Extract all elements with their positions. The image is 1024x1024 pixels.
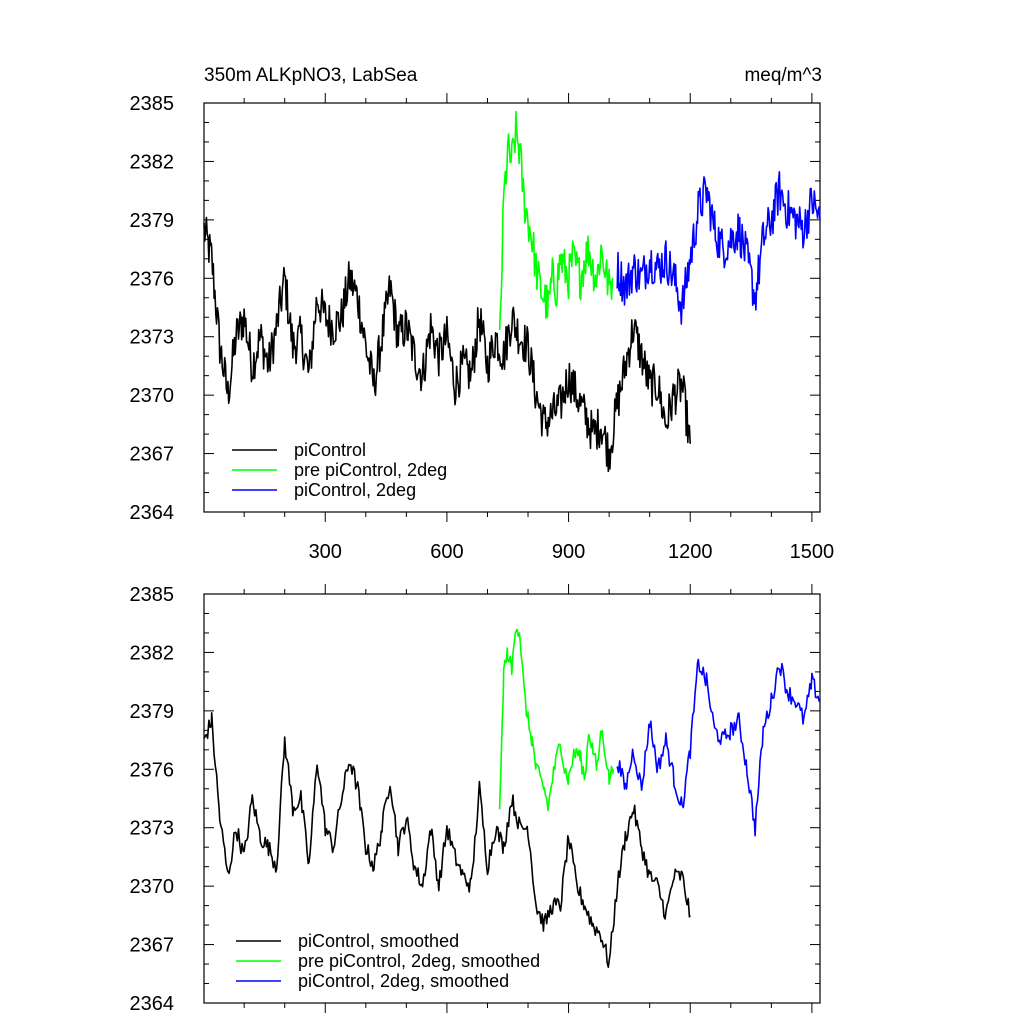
top-panel: 2364 2367 2370 2373 2376 2379 2382 2385 300 600 90…	[130, 93, 835, 563]
x-tick-label: 1500	[790, 541, 835, 563]
y-tick-label: 2370	[130, 876, 175, 898]
x-tick-label: 600	[430, 541, 463, 563]
series-line-0	[203, 216, 691, 473]
x-tick-label: 1200	[668, 541, 713, 563]
legend-label: piControl, 2deg, smoothed	[298, 971, 509, 991]
y-tick-label: 2373	[130, 327, 175, 349]
x-tick-label: 300	[309, 541, 342, 563]
y-tick-label: 2382	[130, 151, 175, 173]
series-line-0	[203, 711, 691, 969]
chart-title: 350m ALKpNO3, LabSea	[204, 65, 418, 86]
legend-label: pre piControl, 2deg, smoothed	[298, 951, 540, 971]
legend-label: piControl	[294, 440, 366, 460]
legend-label: pre piControl, 2deg	[294, 460, 447, 480]
y-tick-label: 2367	[130, 935, 175, 957]
y-tick-label: 2382	[130, 642, 175, 664]
y-tick-label: 2376	[130, 759, 175, 781]
x-tick-label: 900	[552, 541, 585, 563]
series-line-2	[616, 658, 821, 837]
y-tick-label: 2364	[130, 502, 175, 524]
y-tick-label: 2367	[130, 444, 175, 466]
y-tick-label: 2370	[130, 385, 175, 407]
y-tick-label: 2364	[130, 993, 175, 1015]
legend-label: piControl, 2deg	[294, 480, 416, 500]
y-tick-label: 2379	[130, 701, 175, 723]
y-tick-label: 2376	[130, 268, 175, 290]
y-tick-label: 2385	[130, 584, 175, 606]
plot-frame	[203, 102, 821, 513]
chart-units: meq/m^3	[744, 65, 822, 86]
plot-frame	[203, 593, 821, 1004]
series-line-2	[616, 171, 821, 325]
series-line-1	[498, 110, 614, 331]
bottom-panel: 2364 2367 2370 2373 2376 2379 2382 2385 piContro…	[130, 584, 821, 1015]
legend-label: piControl, smoothed	[298, 931, 459, 951]
y-tick-label: 2373	[130, 818, 175, 840]
series-line-1	[498, 628, 614, 812]
y-tick-label: 2385	[130, 93, 175, 115]
y-tick-label: 2379	[130, 210, 175, 232]
